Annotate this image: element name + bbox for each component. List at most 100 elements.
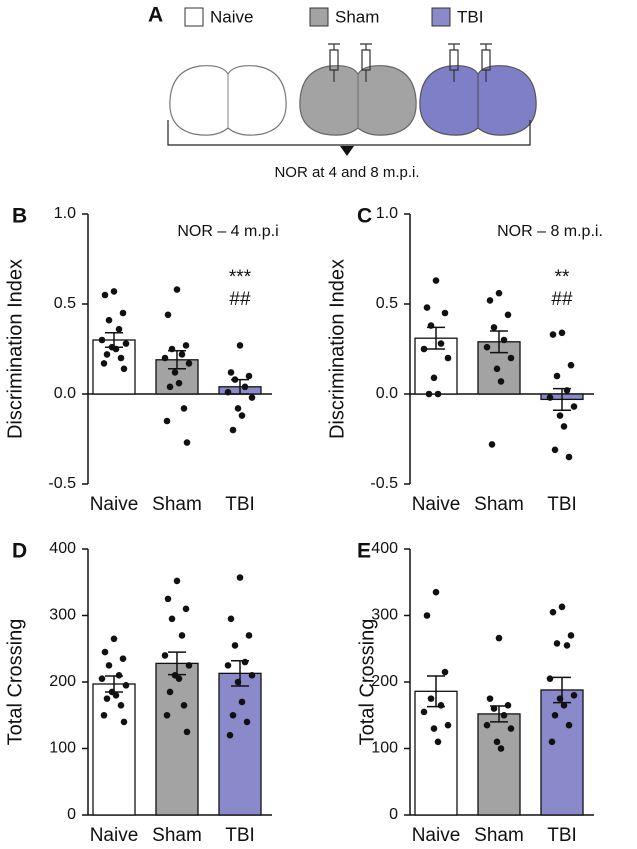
- data-point: [173, 286, 181, 293]
- data-point: [117, 354, 125, 362]
- y-tick-label: 200: [49, 673, 76, 690]
- data-point: [245, 632, 253, 639]
- panel-label: B: [12, 205, 27, 228]
- y-tick-label: -0.5: [370, 475, 398, 492]
- significance: **: [555, 267, 570, 288]
- x-tick-label: Naive: [412, 825, 461, 846]
- data-point: [178, 351, 186, 358]
- panel-label: C: [357, 205, 372, 228]
- data-point: [483, 343, 491, 351]
- data-point: [507, 725, 515, 732]
- data-point: [248, 672, 256, 679]
- data-point: [185, 360, 193, 367]
- bracket: [167, 120, 531, 146]
- data-point: [556, 412, 564, 419]
- error-bar: [231, 378, 249, 395]
- data-point: [551, 711, 559, 719]
- data-point: [434, 738, 442, 746]
- panel-label: A: [148, 4, 163, 27]
- x-tick-label: TBI: [225, 494, 255, 515]
- data-point: [570, 403, 578, 410]
- bar: [540, 689, 584, 816]
- data-point: [565, 453, 573, 461]
- data-point: [553, 372, 561, 380]
- data-point: [560, 701, 568, 709]
- y-axis-label: Discrimination Index: [4, 259, 26, 439]
- panel-label: E: [357, 540, 371, 563]
- data-point: [180, 405, 188, 412]
- error-bar: [105, 332, 123, 348]
- data-point: [243, 718, 251, 726]
- chart-title: NOR – 4 m.p.i: [177, 223, 278, 240]
- data-point: [488, 441, 496, 448]
- data-point: [234, 405, 242, 412]
- data-point: [122, 682, 130, 689]
- x-tick-label: TBI: [547, 825, 577, 846]
- error-bar: [427, 326, 445, 350]
- y-tick-label: 0.0: [54, 385, 76, 402]
- data-point: [483, 721, 491, 729]
- data-point: [444, 721, 452, 729]
- data-point: [101, 648, 109, 656]
- data-point: [110, 635, 118, 643]
- bar: [155, 662, 199, 816]
- data-point: [432, 588, 440, 596]
- y-tick-label: 0.0: [376, 385, 398, 402]
- data-point: [100, 360, 108, 367]
- error-bar: [553, 387, 571, 411]
- significance: ***: [229, 267, 252, 288]
- data-point: [117, 701, 125, 709]
- x-tick-label: Sham: [152, 494, 202, 515]
- data-point: [122, 340, 130, 347]
- data-point: [551, 446, 559, 454]
- data-point: [570, 692, 578, 699]
- data-point: [423, 304, 431, 311]
- data-point: [227, 369, 235, 376]
- legend-label: Naive: [210, 7, 253, 26]
- data-point: [164, 311, 172, 319]
- y-tick-label: 400: [49, 540, 76, 557]
- data-point: [490, 705, 498, 712]
- data-point: [549, 608, 557, 616]
- data-point: [425, 390, 433, 398]
- data-point: [423, 612, 431, 619]
- y-tick-label: 0.5: [54, 295, 76, 312]
- error-bar: [168, 651, 186, 676]
- data-point: [420, 345, 428, 353]
- data-point: [161, 652, 169, 659]
- legend-label: Sham: [335, 7, 379, 26]
- data-point: [120, 718, 128, 726]
- data-point: [241, 383, 249, 391]
- significance: ##: [229, 289, 251, 310]
- x-tick-label: Naive: [412, 494, 461, 515]
- data-point: [229, 711, 237, 719]
- data-point: [183, 728, 191, 736]
- data-point: [548, 738, 556, 746]
- data-point: [183, 439, 191, 446]
- data-point: [112, 692, 120, 699]
- data-point: [236, 574, 244, 581]
- data-point: [565, 721, 573, 729]
- x-tick-label: Naive: [90, 494, 139, 515]
- bar: [414, 690, 458, 816]
- data-point: [238, 698, 246, 706]
- data-point: [241, 658, 249, 666]
- data-point: [227, 615, 235, 623]
- data-point: [182, 605, 190, 613]
- data-point: [567, 361, 575, 369]
- data-point: [120, 365, 128, 373]
- data-point: [500, 336, 508, 344]
- data-point: [558, 329, 566, 337]
- legend: Naive Sham TBI: [184, 7, 483, 27]
- data-point: [119, 309, 127, 317]
- y-tick-label: 200: [371, 673, 398, 690]
- error-bar: [231, 659, 249, 687]
- data-point: [115, 325, 123, 333]
- y-tick-label: 1.0: [376, 205, 398, 222]
- data-point: [98, 336, 106, 344]
- data-point: [486, 695, 494, 702]
- data-point: [164, 595, 172, 603]
- data-point: [166, 383, 174, 391]
- data-point: [103, 695, 111, 702]
